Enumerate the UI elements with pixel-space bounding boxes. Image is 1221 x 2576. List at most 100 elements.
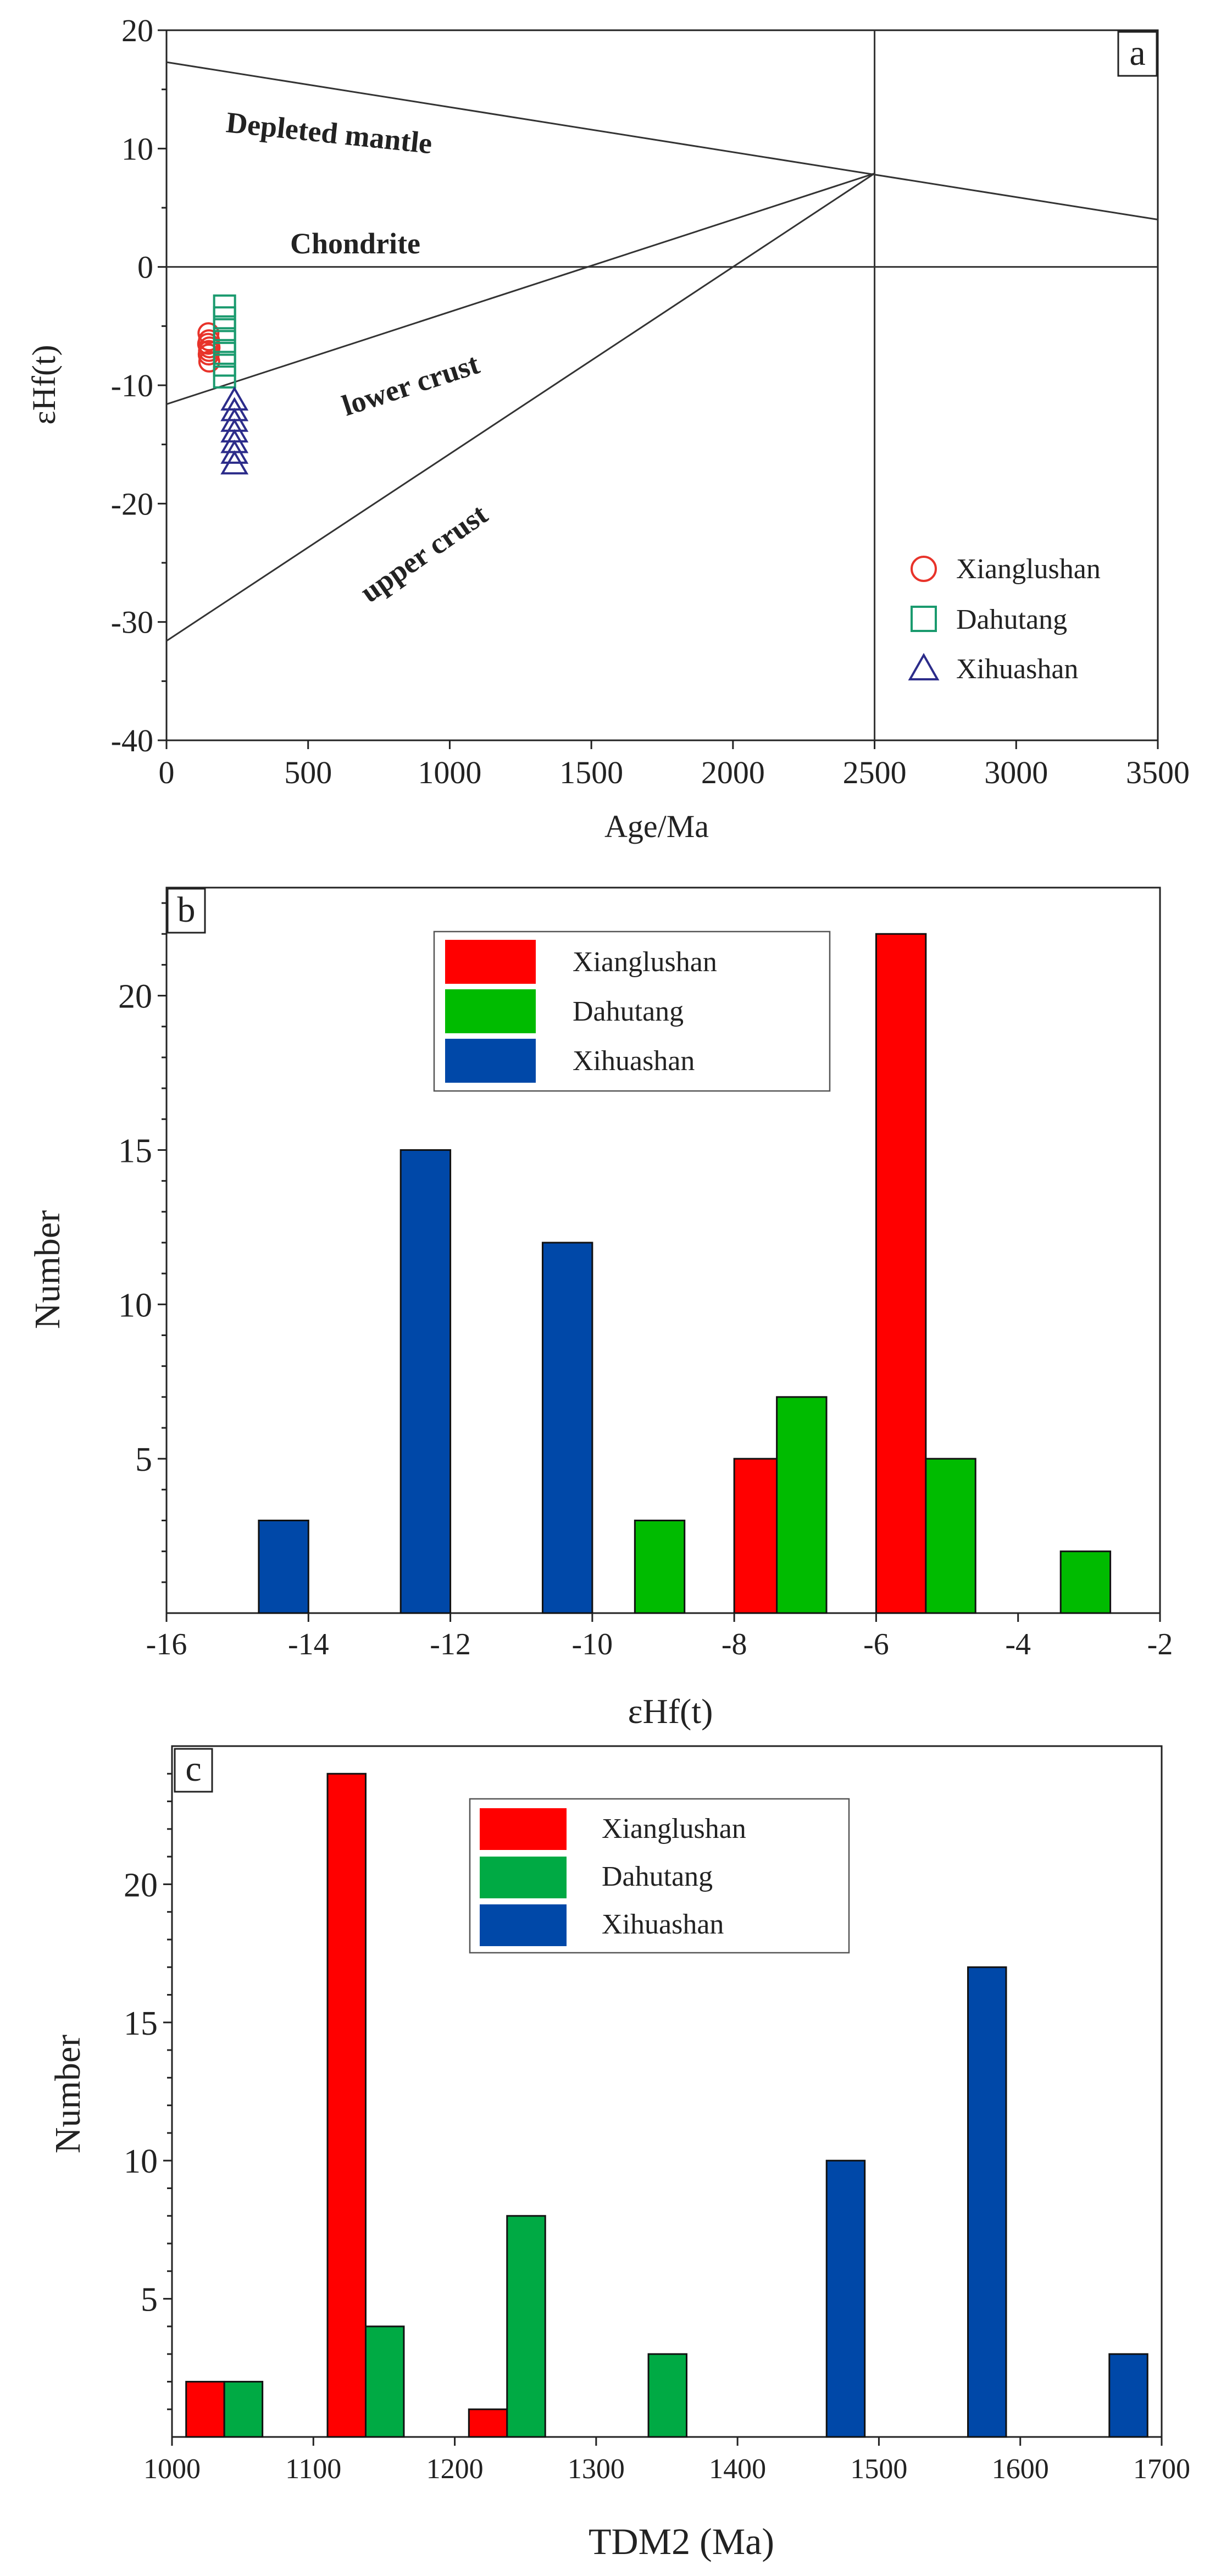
upper-crust-label: upper crust [354, 497, 493, 609]
legend-xihuashan-label: Xihuashan [956, 653, 1078, 685]
y-tick-label: 15 [124, 2005, 158, 2042]
panel-c-label-box [174, 1748, 213, 1793]
x-tick-label: -16 [146, 1627, 187, 1661]
bar-dahutang-2 [925, 1458, 976, 1614]
depleted-mantle-label: Depleted mantle [225, 106, 434, 160]
bar-dahutang-3 [1059, 1550, 1112, 1614]
bar-dahutang-0 [634, 1519, 686, 1614]
panel-c-bars [185, 1772, 1148, 2438]
panel-a-reference-lines [166, 30, 1158, 740]
panel-b: -16 -14 -12 -10 -8 -6 -4 -2 5 10 15 20 b Xianglush… [27, 887, 1173, 1731]
legend-xianglushan-label: Xianglushan [956, 553, 1101, 585]
x-tick-label: 1000 [418, 755, 481, 790]
x-tick-label: 1000 [143, 2453, 201, 2485]
y-tick-label: 10 [121, 131, 153, 167]
y-tick-label: 20 [124, 1866, 158, 1904]
y-tick-label: 5 [135, 1441, 152, 1478]
x-tick-label: 1500 [559, 755, 623, 790]
bar-dahutang-1 [776, 1396, 828, 1614]
reference-line-lower-crust [166, 173, 875, 405]
y-tick-label: -20 [111, 486, 153, 522]
panel-b-bars [258, 933, 1112, 1614]
bar-xihuashan-2 [1108, 2353, 1148, 2438]
panel-c-y-ticks: 5 10 15 20 [124, 1772, 172, 2411]
point-dahutang-6 [213, 365, 236, 389]
point-dahutang-0 [213, 294, 236, 318]
legend-xianglushan-marker [911, 556, 937, 582]
panel-c: 1000 1100 1200 1300 1400 1500 1600 1700 5 10 15 20… [48, 1745, 1190, 2562]
point-dahutang-1 [213, 306, 236, 330]
legend-b-dahutang-label: Dahutang [573, 996, 684, 1027]
x-tick-label: -12 [430, 1627, 471, 1661]
x-tick-label: 1300 [568, 2453, 625, 2485]
bar-xianglushan-1 [875, 933, 927, 1614]
legend-xihuashan-marker [908, 652, 940, 680]
panel-b-x-ticks: -16 -14 -12 -10 -8 -6 -4 -2 [146, 1613, 1173, 1661]
y-tick-label: -10 [111, 368, 153, 403]
reference-line-upper-crust [166, 173, 875, 642]
legend-b-xihuashan-swatch [445, 1039, 536, 1083]
panel-a-legend: Xianglushan Dahutang Xihuashan [908, 553, 1101, 685]
x-tick-label: 1100 [285, 2453, 341, 2485]
panel-b-y-axis-label: Number [27, 1210, 68, 1329]
panel-a-label-box [1117, 31, 1158, 77]
point-xianglushan-0 [197, 322, 220, 345]
y-tick-label: 0 [137, 250, 153, 285]
chondrite-label: Chondrite [290, 227, 420, 260]
y-tick-label: 20 [121, 13, 153, 48]
legend-b-xihuashan-label: Xihuashan [573, 1045, 695, 1077]
bar-dahutang-3 [647, 2353, 688, 2438]
y-tick-label: 10 [124, 2143, 158, 2180]
x-tick-label: -4 [1005, 1627, 1031, 1661]
panel-b-label-box [166, 888, 206, 934]
panel-b-y-ticks: 5 10 15 20 [118, 902, 166, 1583]
y-tick-label: 10 [118, 1287, 152, 1324]
bar-xihuashan-2 [541, 1242, 593, 1614]
panel-b-label: b [177, 890, 196, 930]
bar-xianglushan-1 [326, 1772, 367, 2438]
panel-a-y-axis-label: εHf(t) [26, 345, 62, 424]
bar-xihuashan-0 [825, 2159, 866, 2438]
legend-b-dahutang-swatch [445, 989, 536, 1033]
x-tick-label: 2000 [701, 755, 765, 790]
x-tick-label: 3500 [1126, 755, 1190, 790]
legend-dahutang-marker [911, 606, 937, 632]
legend-b-xianglushan-label: Xianglushan [573, 946, 717, 978]
point-xianglushan-4 [198, 350, 220, 373]
panel-a-label: a [1129, 33, 1145, 73]
x-tick-label: -14 [288, 1627, 329, 1661]
bar-dahutang-1 [364, 2325, 405, 2438]
panel-a-x-axis-label: Age/Ma [604, 808, 709, 844]
point-dahutang-3 [213, 330, 236, 353]
x-tick-label: 1200 [426, 2453, 484, 2485]
point-xihuashan-6 [220, 450, 249, 475]
y-tick-label: 15 [118, 1132, 152, 1170]
legend-c-xianglushan-label: Xianglushan [602, 1813, 746, 1844]
bar-xianglushan-0 [733, 1458, 785, 1614]
y-tick-label: -40 [111, 723, 153, 758]
panel-a: 0 500 1000 1500 2000 2500 3000 3500 20 10 0 -10 -20… [26, 13, 1190, 844]
bar-dahutang-0 [223, 2380, 264, 2438]
y-tick-label: 20 [118, 978, 152, 1016]
legend-c-xianglushan-swatch [480, 1808, 567, 1850]
legend-c-dahutang-label: Dahutang [602, 1861, 713, 1892]
x-tick-label: 3000 [984, 755, 1048, 790]
panel-c-x-axis-label: TDM2 (Ma) [589, 2520, 774, 2562]
legend-b-xianglushan-swatch [445, 940, 536, 984]
bar-dahutang-2 [506, 2215, 546, 2438]
x-tick-label: -8 [722, 1627, 747, 1661]
x-tick-label: -6 [863, 1627, 889, 1661]
legend-c-xihuashan-swatch [480, 1904, 567, 1946]
lower-crust-label: lower crust [338, 347, 483, 422]
bar-xianglushan-2 [468, 2408, 508, 2438]
y-tick-label: 5 [141, 2281, 158, 2319]
x-tick-label: 1500 [850, 2453, 907, 2485]
x-tick-label: 2500 [843, 755, 907, 790]
legend-c-xihuashan-label: Xihuashan [602, 1909, 724, 1940]
x-tick-label: -2 [1147, 1627, 1173, 1661]
point-dahutang-2 [213, 318, 236, 341]
reference-line-depleted-mantle [166, 61, 1158, 221]
point-dahutang-4 [213, 341, 236, 365]
panel-a-data-points [197, 294, 249, 475]
